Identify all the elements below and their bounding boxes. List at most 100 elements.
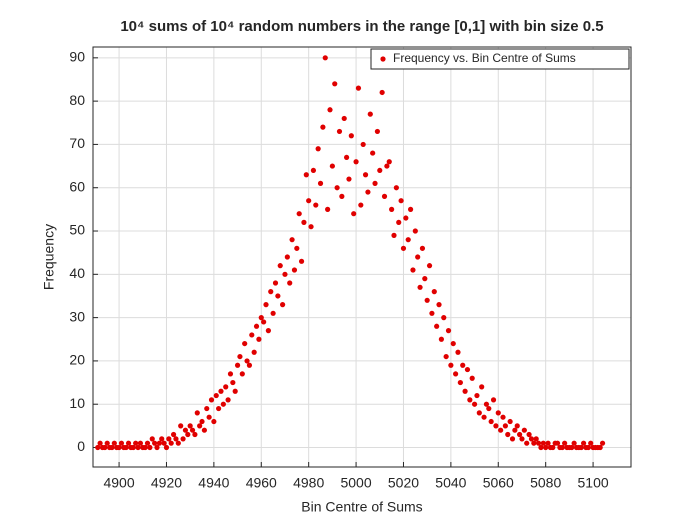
point xyxy=(194,410,200,416)
point xyxy=(400,245,407,251)
point xyxy=(509,436,516,442)
point xyxy=(208,397,215,403)
point xyxy=(298,258,305,264)
point xyxy=(481,414,487,420)
point xyxy=(197,423,203,429)
point xyxy=(287,280,293,286)
point xyxy=(562,440,568,446)
point xyxy=(154,444,160,451)
point xyxy=(317,180,324,186)
point xyxy=(216,405,222,412)
point xyxy=(580,440,587,446)
point xyxy=(426,263,433,269)
x-tick-label: 5040 xyxy=(435,475,466,491)
y-tick-label: 0 xyxy=(77,438,85,454)
point xyxy=(123,444,129,451)
point xyxy=(424,297,430,303)
point xyxy=(415,254,421,260)
point xyxy=(109,444,115,451)
point xyxy=(199,418,205,425)
y-axis-label: Frequency xyxy=(41,224,57,290)
point xyxy=(538,444,544,451)
point xyxy=(291,267,298,273)
point xyxy=(192,431,198,438)
point xyxy=(173,436,179,442)
point xyxy=(507,418,513,425)
point xyxy=(170,431,177,438)
point xyxy=(230,379,236,386)
point xyxy=(403,215,409,221)
point xyxy=(436,302,442,308)
point xyxy=(384,163,390,169)
point xyxy=(393,185,399,191)
point xyxy=(310,167,317,174)
y-tick-label: 60 xyxy=(69,178,85,194)
point xyxy=(448,362,454,368)
point xyxy=(329,163,335,169)
point xyxy=(303,172,309,178)
x-tick-label: 4980 xyxy=(293,475,324,491)
point xyxy=(505,431,511,438)
point xyxy=(168,440,174,446)
point xyxy=(493,423,499,429)
point xyxy=(270,310,276,316)
point xyxy=(419,245,426,251)
point xyxy=(467,397,473,403)
point xyxy=(441,315,447,321)
point xyxy=(381,193,388,199)
point xyxy=(495,410,501,416)
point xyxy=(365,189,371,195)
y-tick-label: 20 xyxy=(69,352,85,368)
point xyxy=(498,427,504,433)
point xyxy=(327,107,333,113)
point xyxy=(206,414,212,420)
point xyxy=(540,440,546,446)
point xyxy=(246,362,253,368)
point xyxy=(289,237,295,243)
point xyxy=(524,440,530,446)
y-tick-label: 90 xyxy=(69,49,85,65)
point xyxy=(502,423,508,429)
legend-marker xyxy=(380,56,386,62)
point xyxy=(599,440,606,446)
point xyxy=(374,128,381,135)
y-tick-label: 70 xyxy=(69,135,85,151)
point xyxy=(407,206,414,212)
point xyxy=(389,206,395,212)
point xyxy=(346,176,352,182)
point xyxy=(133,440,139,446)
point xyxy=(175,440,181,446)
point xyxy=(377,167,383,174)
point xyxy=(578,444,584,451)
point xyxy=(462,388,468,394)
point xyxy=(244,358,250,364)
point xyxy=(386,159,392,165)
point xyxy=(325,206,331,212)
y-tick-label: 40 xyxy=(69,265,85,281)
point xyxy=(223,384,229,390)
point xyxy=(585,444,591,451)
point xyxy=(249,332,255,338)
point xyxy=(412,228,418,234)
point xyxy=(543,444,549,451)
point xyxy=(391,232,397,238)
point xyxy=(469,375,475,381)
x-tick-label: 5060 xyxy=(483,475,514,491)
point xyxy=(569,444,575,451)
plot-area xyxy=(93,47,631,467)
point xyxy=(234,362,241,368)
point xyxy=(367,111,373,117)
point xyxy=(554,440,561,446)
point xyxy=(263,302,269,308)
point xyxy=(144,440,151,446)
point xyxy=(351,211,357,217)
point xyxy=(372,180,378,186)
point xyxy=(258,315,264,321)
x-tick-label: 4920 xyxy=(151,475,182,491)
point xyxy=(398,198,404,204)
point xyxy=(588,440,594,446)
point xyxy=(147,444,153,451)
point xyxy=(431,289,437,295)
x-tick-label: 5100 xyxy=(578,475,609,491)
point xyxy=(490,397,497,403)
